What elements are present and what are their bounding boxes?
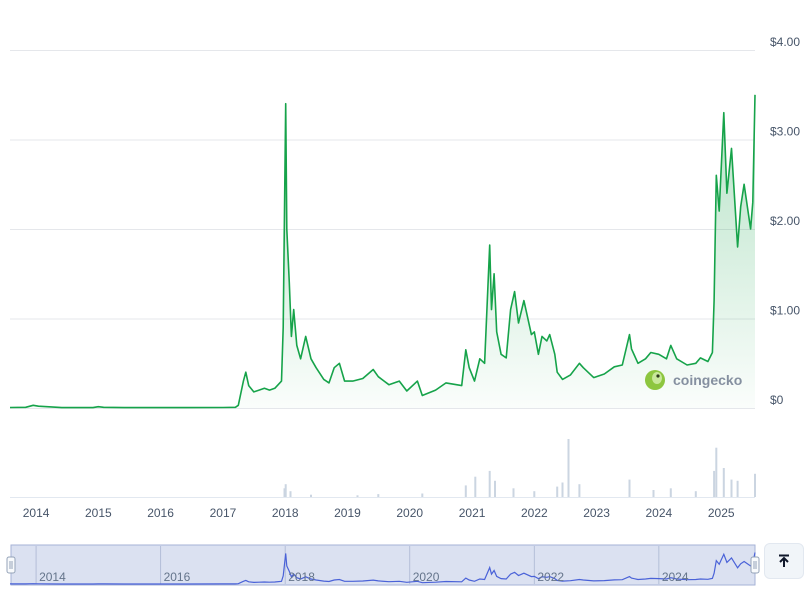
volume-bar bbox=[474, 476, 477, 497]
arrow-up-to-line-icon bbox=[779, 554, 789, 567]
volume-bar bbox=[736, 480, 739, 497]
volume-bar bbox=[628, 479, 631, 497]
volume-bar bbox=[669, 488, 672, 497]
navigator-tick-label: 2016 bbox=[164, 570, 191, 584]
y-tick-label: $1.00 bbox=[770, 304, 800, 318]
scroll-to-top-button[interactable] bbox=[764, 543, 804, 579]
price-area bbox=[10, 94, 755, 409]
x-tick-label: 2025 bbox=[708, 506, 735, 520]
volume-bar bbox=[283, 488, 286, 497]
volume-bar bbox=[284, 484, 287, 497]
volume-bar bbox=[722, 468, 725, 497]
x-tick-label: 2017 bbox=[210, 506, 237, 520]
volume-bar bbox=[556, 486, 559, 497]
navigator-grid bbox=[35, 546, 660, 584]
volume-bar bbox=[494, 480, 496, 497]
navigator-tick-label: 2024 bbox=[662, 570, 689, 584]
navigator[interactable]: 2014 2016 2018 2020 2022 2024 bbox=[6, 544, 760, 586]
volume-bar bbox=[567, 439, 570, 497]
volume-bar bbox=[356, 495, 359, 497]
volume-bars bbox=[283, 439, 756, 497]
volume-bar bbox=[578, 484, 581, 497]
x-tick-label: 2019 bbox=[334, 506, 361, 520]
navigator-tick-label: 2018 bbox=[288, 570, 315, 584]
volume-bar bbox=[561, 482, 564, 497]
x-tick-label: 2023 bbox=[583, 506, 610, 520]
y-tick-label: $3.00 bbox=[770, 125, 800, 139]
volume-bar bbox=[713, 470, 716, 497]
x-tick-label: 2022 bbox=[521, 506, 548, 520]
volume-bar bbox=[652, 490, 655, 497]
navigator-tick-label: 2020 bbox=[413, 570, 440, 584]
volume-bar bbox=[754, 473, 756, 497]
x-tick-label: 2021 bbox=[459, 506, 486, 520]
x-tick-label: 2024 bbox=[645, 506, 672, 520]
price-line bbox=[9, 94, 756, 409]
x-tick-label: 2016 bbox=[147, 506, 174, 520]
gridlines bbox=[10, 50, 755, 409]
volume-bar bbox=[694, 491, 697, 497]
volume-bar bbox=[533, 491, 536, 497]
y-tick-label: $4.00 bbox=[770, 35, 800, 49]
y-tick-label: $2.00 bbox=[770, 214, 800, 228]
navigator-tick-label: 2014 bbox=[39, 570, 66, 584]
volume-bar bbox=[310, 494, 312, 497]
volume-bar bbox=[715, 447, 718, 497]
y-tick-label: $0 bbox=[770, 393, 784, 407]
coingecko-watermark: coingecko bbox=[645, 370, 742, 390]
volume-bar bbox=[421, 493, 424, 497]
navigator-right-handle[interactable] bbox=[750, 556, 760, 574]
x-axis: 2014 2015 2016 2017 2018 2019 2020 2021 2022 2023… bbox=[23, 506, 735, 520]
volume-bar bbox=[730, 479, 733, 497]
navigator-left-handle[interactable] bbox=[6, 556, 16, 574]
volume-bar bbox=[512, 488, 515, 497]
volume-bar bbox=[464, 485, 467, 497]
watermark-text: coingecko bbox=[673, 372, 742, 388]
y-axis: $0 $1.00 $2.00 $3.00 $4.00 bbox=[770, 35, 800, 407]
volume-bar bbox=[377, 494, 380, 497]
x-tick-label: 2020 bbox=[396, 506, 423, 520]
navigator-tick-label: 2022 bbox=[537, 570, 564, 584]
navigator-axis: 2014 2016 2018 2020 2022 2024 bbox=[39, 570, 689, 584]
x-tick-label: 2014 bbox=[23, 506, 50, 520]
volume-bar bbox=[289, 491, 292, 497]
x-tick-label: 2015 bbox=[85, 506, 112, 520]
navigator-line bbox=[10, 552, 756, 585]
volume-bar bbox=[488, 470, 491, 497]
x-tick-label: 2018 bbox=[272, 506, 299, 520]
